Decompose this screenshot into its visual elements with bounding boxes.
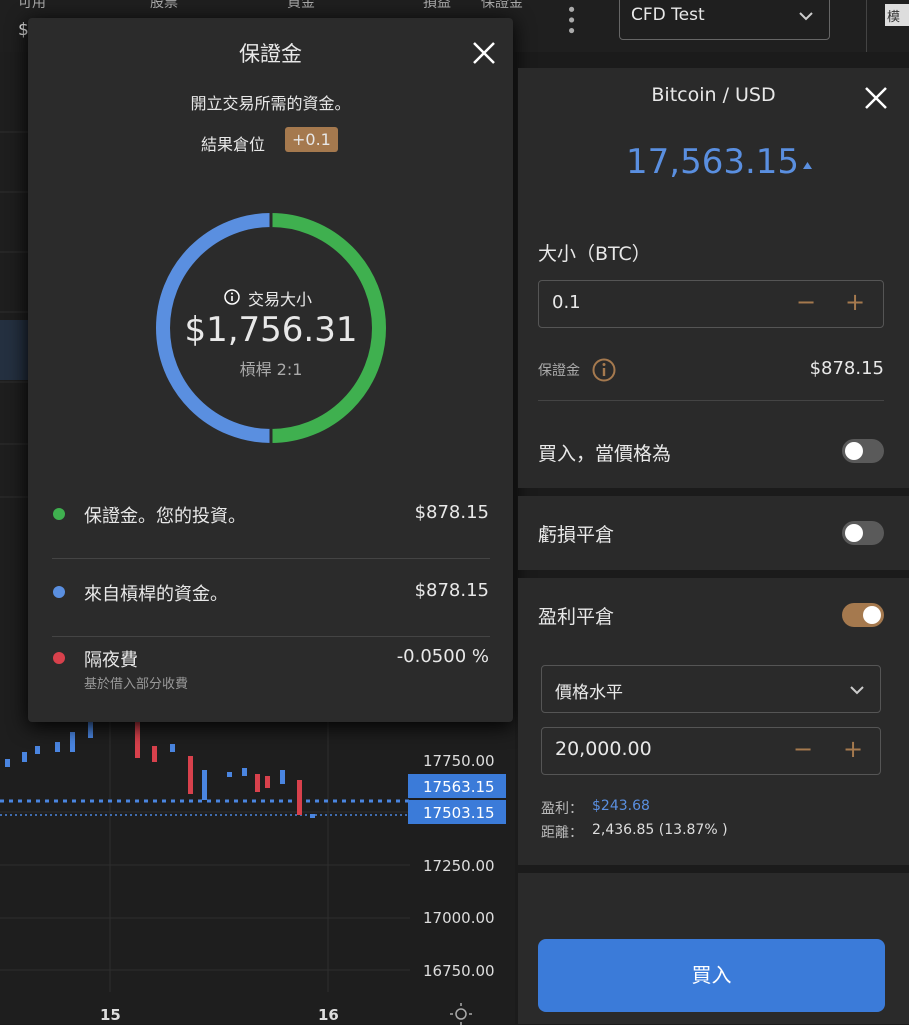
- modal-title: 保證金: [239, 42, 302, 66]
- minus[interactable]: −: [793, 735, 814, 763]
- row-value: -0.0500 %: [396, 646, 489, 667]
- tp-input[interactable]: [541, 727, 881, 775]
- margin-label: 保證金: [538, 363, 580, 379]
- margin-value: $878.15: [809, 358, 884, 379]
- size-input[interactable]: [538, 280, 884, 328]
- margin-modal: [28, 18, 513, 722]
- tp-value: 20,000.00: [555, 738, 652, 760]
- price-tag: [408, 774, 506, 798]
- dot: [53, 652, 65, 664]
- donut: [156, 213, 386, 443]
- row-value: $878.15: [414, 580, 489, 601]
- select-label: 價格水平: [555, 683, 623, 703]
- price-label: 16750.00: [423, 962, 495, 980]
- chevron: [850, 686, 864, 695]
- dot: [53, 508, 65, 520]
- buy-when: 買入，當價格為: [538, 443, 672, 465]
- toggle[interactable]: [842, 521, 884, 545]
- donut-label: 交易大小: [248, 290, 313, 309]
- divider: [52, 558, 490, 559]
- date-label: 15: [100, 1006, 121, 1024]
- plus[interactable]: +: [843, 735, 864, 763]
- row-label: 來自槓桿的資金。: [84, 584, 228, 605]
- info-icon[interactable]: [592, 358, 616, 382]
- price: 17,563.15: [626, 142, 800, 182]
- account: CFD Test: [631, 5, 705, 25]
- divider: [866, 0, 867, 52]
- take-profit: 盈利平倉: [538, 606, 615, 628]
- price-tag: [408, 800, 506, 824]
- row-label: 隔夜費: [84, 650, 138, 671]
- theme-icon[interactable]: [450, 1003, 472, 1025]
- date-label: 16: [318, 1006, 339, 1024]
- close-button[interactable]: [864, 86, 888, 110]
- value: $: [18, 20, 29, 40]
- mode[interactable]: 模: [885, 4, 909, 26]
- price-label: 17503.15: [423, 804, 495, 822]
- result-label: 結果倉位: [201, 135, 266, 154]
- dot: [53, 586, 65, 598]
- donut-amount: $1,756.31: [184, 310, 358, 350]
- close-button[interactable]: [472, 41, 496, 65]
- description: 開立交易所需的資金。: [190, 94, 351, 113]
- leverage: 槓桿 2:1: [239, 360, 303, 379]
- size-label: 大小（BTC）: [538, 243, 651, 265]
- price-label: 17000.00: [423, 909, 495, 927]
- account-select[interactable]: [619, 0, 830, 40]
- profit-value: $243.68: [592, 798, 650, 814]
- chevron: [799, 12, 813, 21]
- row-sublabel: 基於借入部分收費: [84, 677, 189, 692]
- price-level-select[interactable]: [541, 665, 881, 713]
- label: 可用: [18, 0, 46, 11]
- price-label: 17750.00: [423, 752, 495, 770]
- menu-icon[interactable]: •••: [560, 4, 581, 36]
- profit-label: 盈利：: [541, 801, 583, 817]
- price-label: 17250.00: [423, 857, 495, 875]
- divider: [52, 636, 490, 637]
- instrument-title: Bitcoin / USD: [651, 84, 776, 106]
- result-value: +0.1: [285, 127, 338, 152]
- label: 股票: [150, 0, 178, 11]
- price-label: 17563.15: [423, 778, 495, 796]
- label: 損益: [423, 0, 451, 11]
- buy-button[interactable]: 買入: [538, 939, 885, 1012]
- toggle[interactable]: [842, 439, 884, 463]
- minus[interactable]: −: [796, 288, 817, 316]
- divider: [538, 400, 884, 401]
- plus[interactable]: +: [845, 288, 866, 316]
- row-label: 保證金。您的投資。: [84, 506, 246, 527]
- label: 保證金: [481, 0, 523, 11]
- toggle[interactable]: [842, 603, 884, 627]
- info-icon[interactable]: [224, 289, 240, 305]
- size-value: 0.1: [552, 292, 581, 313]
- label: 資金: [287, 0, 315, 11]
- order-section: [518, 68, 909, 488]
- take-profit-section: [518, 578, 909, 865]
- distance-value: 2,436.85 (13.87% ): [592, 822, 728, 838]
- row-value: $878.15: [414, 502, 489, 523]
- up-arrow: [803, 162, 812, 169]
- stop-loss: 虧損平倉: [538, 524, 615, 546]
- distance-label: 距離：: [541, 825, 583, 841]
